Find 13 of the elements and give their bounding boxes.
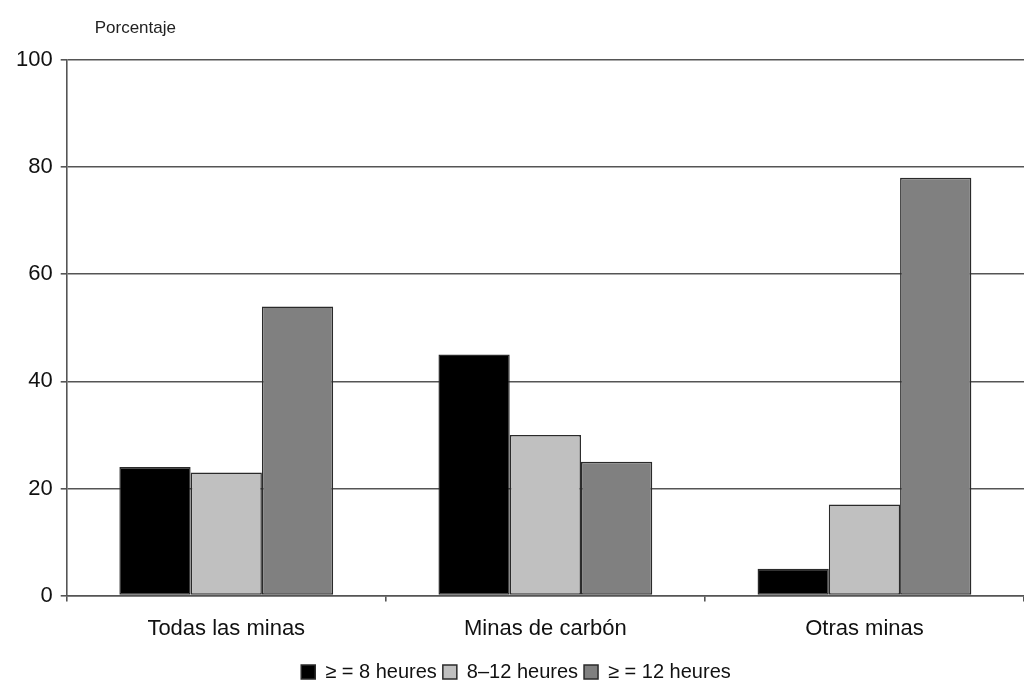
x-tick-label: Otras minas xyxy=(805,614,924,640)
y-tick-label: 80 xyxy=(28,153,53,179)
legend-label: ≥ = 12 heures xyxy=(608,659,731,682)
x-tick-label: Todas las minas xyxy=(147,614,306,640)
y-tick-label: 0 xyxy=(40,581,53,607)
y-axis-title: Porcentaje xyxy=(94,17,176,37)
y-tick-label: 100 xyxy=(15,46,53,72)
legend-label: 8–12 heures xyxy=(466,659,579,682)
legend-label: ≥ = 8 heures xyxy=(325,659,437,682)
x-tick-label: Minas de carbón xyxy=(464,614,627,640)
y-tick-label: 60 xyxy=(28,260,53,286)
y-tick-label: 20 xyxy=(28,474,53,500)
y-tick-label: 40 xyxy=(28,367,53,393)
